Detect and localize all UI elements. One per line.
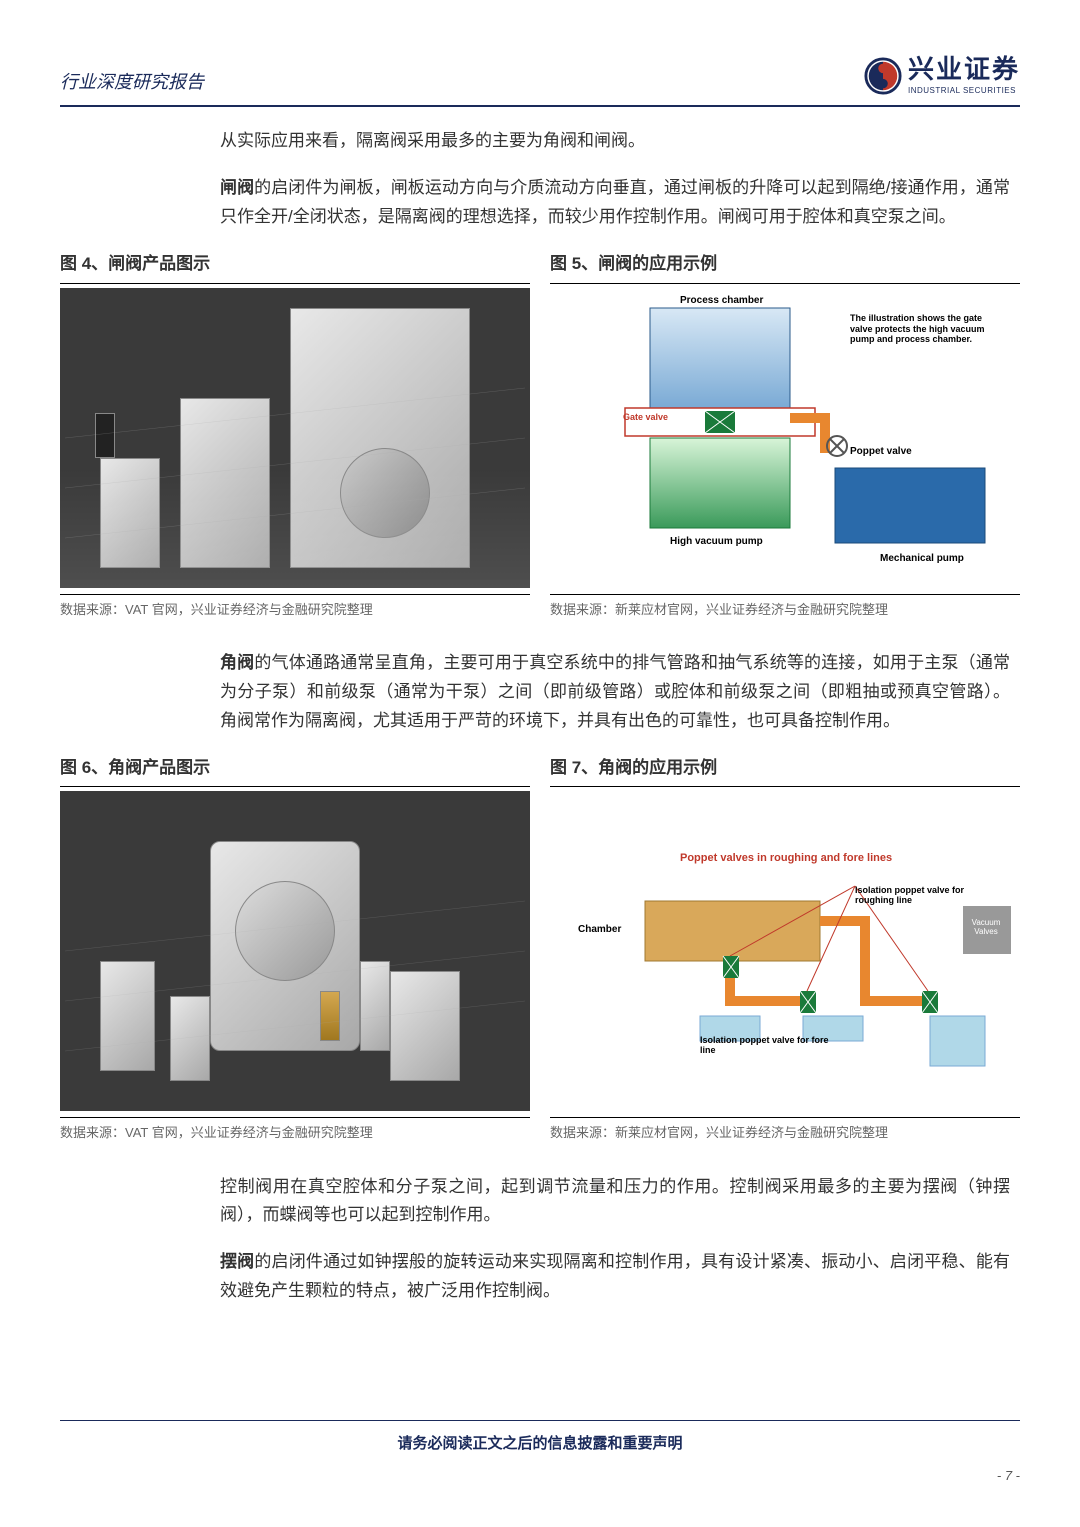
figure-6-image — [60, 791, 530, 1111]
logo-text-en: INDUSTRIAL SECURITIES — [908, 84, 1020, 98]
body-paragraph: 角阀的气体通路通常呈直角，主要可用于真空系统中的排气管路和抽气系统等的连接，如用… — [220, 649, 1010, 736]
logo-text-cn: 兴业证券 — [908, 55, 1020, 84]
body-paragraph: 从实际应用来看，隔离阀采用最多的主要为角阀和闸阀。 — [220, 127, 1010, 156]
figure-6-title: 图 6、角阀产品图示 — [60, 754, 530, 788]
body-paragraph: 摆阀的启闭件通过如钟摆般的旋转运动来实现隔离和控制作用，具有设计紧凑、振动小、启… — [220, 1248, 1010, 1306]
logo-swirl-icon — [864, 57, 902, 95]
figure-4-image — [60, 288, 530, 588]
figures-row-2: 图 6、角阀产品图示 数据来源：VAT 官网，兴业证券经济与金融研究院整理 — [60, 754, 1020, 1145]
report-category: 行业深度研究报告 — [60, 67, 204, 98]
footer-disclaimer: 请务必阅读正文之后的信息披露和重要声明 — [60, 1420, 1020, 1457]
figure-6-source: 数据来源：VAT 官网，兴业证券经济与金融研究院整理 — [60, 1117, 530, 1144]
figure-5-diagram: Process chamber Gate valve High vacuum p… — [550, 288, 1020, 588]
figure-7-diagram: Poppet valves in roughing and fore lines… — [550, 791, 1020, 1111]
body-paragraph: 闸阀的启闭件为闸板，闸板运动方向与介质流动方向垂直，通过闸板的升降可以起到隔绝/… — [220, 174, 1010, 232]
figures-row-1: 图 4、闸阀产品图示 数据来源：VAT 官网，兴业证券经济与金融研究院整理 — [60, 250, 1020, 621]
page-footer: 请务必阅读正文之后的信息披露和重要声明 - 7 - — [60, 1420, 1020, 1487]
page-header: 行业深度研究报告 兴业证券 INDUSTRIAL SECURITIES — [60, 55, 1020, 107]
company-logo: 兴业证券 INDUSTRIAL SECURITIES — [864, 55, 1020, 97]
figure-7-source: 数据来源：新莱应材官网，兴业证券经济与金融研究院整理 — [550, 1117, 1020, 1144]
figure-4-source: 数据来源：VAT 官网，兴业证券经济与金融研究院整理 — [60, 594, 530, 621]
body-paragraph: 控制阀用在真空腔体和分子泵之间，起到调节流量和压力的作用。控制阀采用最多的主要为… — [220, 1173, 1010, 1231]
page-number: - 7 - — [60, 1465, 1020, 1487]
figure-5-source: 数据来源：新莱应材官网，兴业证券经济与金融研究院整理 — [550, 594, 1020, 621]
figure-7-title: 图 7、角阀的应用示例 — [550, 754, 1020, 788]
figure-5-title: 图 5、闸阀的应用示例 — [550, 250, 1020, 284]
figure-4-title: 图 4、闸阀产品图示 — [60, 250, 530, 284]
